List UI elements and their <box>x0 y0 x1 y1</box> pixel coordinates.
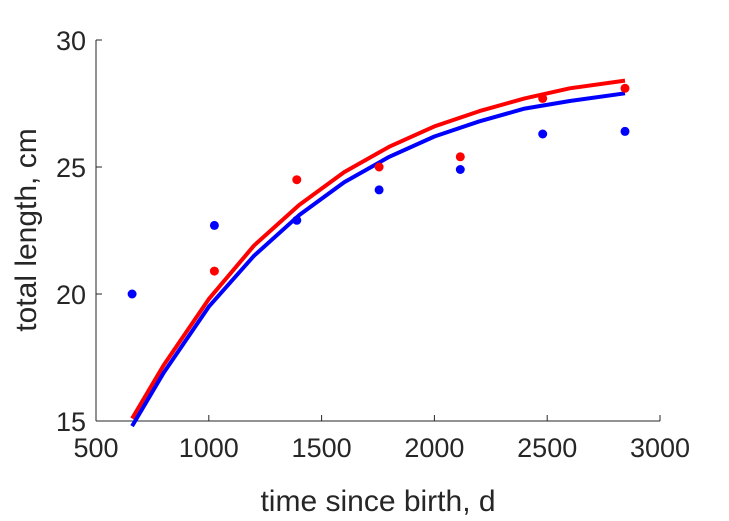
y-axis-label: total length, cm <box>10 128 43 331</box>
data-point-series-1 <box>292 215 302 225</box>
data-point-series-1 <box>127 289 137 299</box>
x-tick-label: 500 <box>73 433 118 463</box>
y-tick-label: 15 <box>56 407 86 437</box>
data-point-series-2 <box>374 162 384 172</box>
data-point-series-2 <box>538 93 548 103</box>
y-tick-label: 20 <box>56 280 86 310</box>
data-point-series-2 <box>620 83 630 93</box>
data-point-series-1 <box>209 220 219 230</box>
x-tick-label: 2000 <box>404 433 464 463</box>
data-point-series-1 <box>538 129 548 139</box>
data-point-series-2 <box>455 152 465 162</box>
fit-curve-1 <box>130 78 626 420</box>
data-point-series-1 <box>620 126 630 136</box>
fit-curves <box>130 78 626 428</box>
fit-curve-2 <box>130 91 626 428</box>
data-point-series-1 <box>455 165 465 174</box>
x-axis-label: time since birth, d <box>260 485 495 518</box>
x-tick-label: 1000 <box>179 433 239 463</box>
data-point-series-2 <box>209 266 219 276</box>
y-tick-label: 30 <box>56 26 86 56</box>
x-tick-label: 2500 <box>517 433 577 463</box>
axes <box>95 40 660 422</box>
data-point-series-2 <box>292 175 302 185</box>
y-tick-label: 25 <box>56 153 86 183</box>
x-tick-label: 3000 <box>630 433 690 463</box>
ticks: 500 1000 1500 2000 2500 3000 15 20 25 30 <box>56 26 690 463</box>
data-points <box>127 83 630 299</box>
x-tick-label: 1500 <box>292 433 352 463</box>
data-point-series-1 <box>374 185 384 195</box>
